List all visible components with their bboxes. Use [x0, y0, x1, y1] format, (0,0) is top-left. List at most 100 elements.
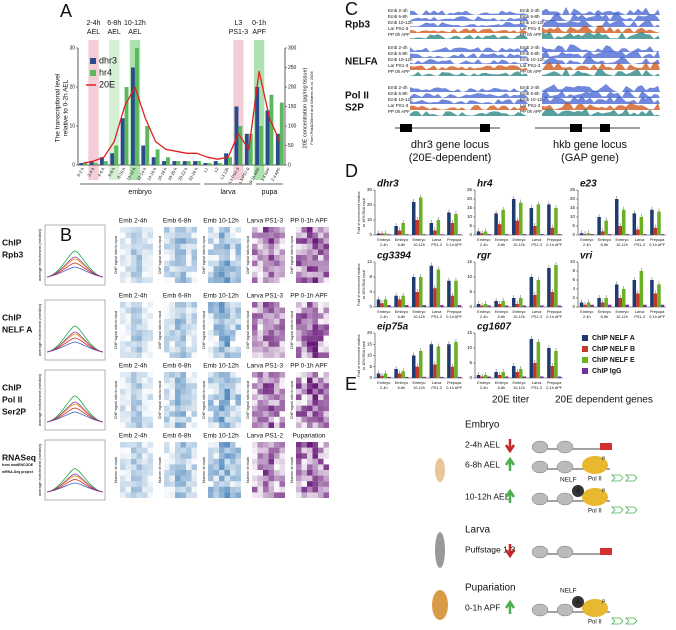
heat-cell: [307, 442, 313, 448]
heat-cell: [125, 249, 131, 255]
heat-cell: [252, 388, 258, 395]
bar: [193, 161, 198, 165]
x-tick-label: 2-4h: [480, 386, 488, 390]
heat-cell: [235, 238, 241, 244]
heat-cell: [318, 255, 324, 261]
track-signal: [410, 111, 528, 116]
y-tick-label: 5: [469, 223, 472, 228]
heat-cell: [274, 346, 280, 353]
heat-cell: [312, 307, 318, 314]
heat-cell: [312, 405, 318, 412]
heat-cell: [186, 352, 192, 358]
heat-cell: [169, 486, 175, 493]
heat-cell: [131, 416, 137, 423]
heat-cell: [164, 475, 170, 482]
group-label: pupa: [262, 189, 278, 196]
heat-cell: [186, 271, 192, 278]
heat-cell: [257, 335, 263, 342]
y-tick-label: 0: [469, 375, 472, 380]
heat-cell: [136, 324, 142, 330]
heat-cell: [208, 271, 214, 278]
heat-cell: [224, 416, 230, 423]
heat-cell: [274, 352, 280, 358]
bar: [429, 265, 434, 307]
row-label: ChIP: [2, 382, 22, 392]
heat-cell: [191, 307, 197, 314]
heat-cell: [208, 416, 214, 423]
heat-cell: [230, 346, 236, 353]
heat-cell: [279, 470, 285, 476]
heat-cell: [180, 243, 186, 250]
heat-cell: [175, 266, 181, 272]
axis-title: to 10% RNA input: [362, 341, 366, 369]
heat-cell: [279, 324, 285, 330]
heat-cell: [125, 330, 131, 336]
heat-cell: [230, 271, 236, 278]
heat-cell: [142, 330, 148, 336]
heat-cell: [318, 475, 324, 482]
heat-cell: [252, 470, 258, 476]
heat-cell: [268, 447, 274, 454]
heat-cell: [312, 447, 318, 454]
heat-cell: [147, 277, 153, 283]
heat-cell: [191, 277, 197, 283]
heat-cell: [301, 352, 307, 358]
heat-cell: [180, 416, 186, 423]
x-tick-label: 18-20 h: [167, 166, 179, 181]
bar: [238, 126, 243, 165]
heat-cell: [323, 411, 329, 417]
y2-tick-label: 0: [288, 162, 291, 168]
heat-cell: [318, 394, 324, 400]
heat-cell: [279, 464, 285, 470]
heat-cell: [131, 238, 137, 244]
heat-cell: [268, 302, 274, 308]
heat-cell: [301, 411, 307, 417]
heat-cell: [213, 249, 219, 255]
heat-cell: [252, 492, 258, 498]
heat-cell: [120, 388, 126, 395]
bar: [255, 87, 260, 165]
heat-cell: [142, 492, 148, 498]
x-tick-label: 8-10 h: [116, 166, 127, 179]
bar: [480, 376, 484, 378]
bar: [536, 280, 541, 307]
heat-cell: [186, 307, 192, 314]
heat-cell: [142, 255, 148, 261]
sample-label: Emb 6-8h: [520, 91, 540, 96]
heat-cell: [136, 266, 142, 272]
heat-cell: [301, 232, 307, 239]
bar: [643, 234, 647, 235]
heat-cell: [125, 243, 131, 250]
track-signal: [542, 44, 660, 52]
sample-label: Emb 10-12h: [388, 97, 413, 102]
heat-cell: [120, 475, 126, 482]
heat-cell: [274, 302, 280, 308]
x-tick-label: PS1-3: [431, 243, 442, 247]
heat-cell: [186, 249, 192, 255]
bar: [614, 284, 619, 307]
heat-cell: [136, 307, 142, 314]
row-label: Rpb3: [2, 249, 24, 259]
axis-title: ChIP signal ratio to input: [158, 381, 162, 419]
stage-label: Pupariation: [465, 583, 516, 594]
bar: [519, 298, 523, 307]
heat-cell: [268, 330, 274, 336]
heat-cell: [142, 249, 148, 255]
heat-cell: [164, 372, 170, 378]
heat-cell: [136, 442, 142, 448]
heat-cell: [219, 422, 225, 428]
profile-curve: [46, 341, 104, 353]
heat-cell: [307, 238, 313, 244]
heat-cell: [263, 232, 269, 239]
heat-cell: [131, 400, 137, 406]
heat-cell: [147, 260, 153, 267]
profile-curve: [46, 395, 104, 423]
axis-title: ChIP signal ratio to input: [114, 311, 118, 349]
bar: [422, 234, 427, 235]
x-tick-label: Embryo: [615, 310, 628, 314]
heat-cell: [263, 341, 269, 347]
bar: [172, 161, 177, 165]
nelf-a-label: A: [576, 488, 580, 494]
heat-cell: [268, 277, 274, 283]
heat-cell: [213, 266, 219, 272]
